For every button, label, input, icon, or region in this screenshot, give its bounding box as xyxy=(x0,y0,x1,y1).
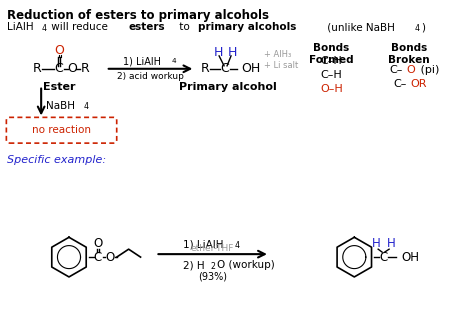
Text: C–: C– xyxy=(393,79,406,89)
Text: H: H xyxy=(228,46,237,59)
Text: Bonds
Broken: Bonds Broken xyxy=(388,43,430,65)
Text: LiAlH: LiAlH xyxy=(8,22,34,32)
Text: OH: OH xyxy=(241,62,260,75)
Text: 2) H: 2) H xyxy=(183,260,204,270)
Text: 2) acid workup: 2) acid workup xyxy=(117,72,184,81)
Text: 1) LiAlH: 1) LiAlH xyxy=(123,57,161,67)
Text: H: H xyxy=(213,46,223,59)
Text: Reduction of esters to primary alcohols: Reduction of esters to primary alcohols xyxy=(8,9,269,22)
Text: ): ) xyxy=(421,22,425,32)
Text: H: H xyxy=(387,237,395,250)
Text: C–: C– xyxy=(389,65,402,75)
Text: Specific example:: Specific example: xyxy=(8,155,107,165)
Text: ether-THF: ether-THF xyxy=(191,244,234,253)
Text: C: C xyxy=(94,251,102,264)
Text: NaBH: NaBH xyxy=(46,100,75,111)
Text: R: R xyxy=(33,62,42,75)
Text: Bonds
Formed: Bonds Formed xyxy=(309,43,354,65)
Text: 4: 4 xyxy=(42,24,46,33)
Text: O (workup): O (workup) xyxy=(217,260,275,270)
Text: 1) LiAlH: 1) LiAlH xyxy=(183,239,223,249)
Text: will reduce: will reduce xyxy=(48,22,111,32)
Text: C: C xyxy=(379,251,387,264)
Text: O: O xyxy=(67,62,77,75)
Text: no reaction: no reaction xyxy=(32,125,91,135)
Text: H: H xyxy=(372,237,381,250)
Text: + Li salt: + Li salt xyxy=(264,61,298,70)
Text: (pi): (pi) xyxy=(418,65,440,75)
Text: C–H: C–H xyxy=(320,70,342,80)
Text: esters: esters xyxy=(129,22,165,32)
Text: R: R xyxy=(201,62,210,75)
Text: Ester: Ester xyxy=(43,82,75,92)
Text: C: C xyxy=(221,62,229,75)
Text: OR: OR xyxy=(410,79,427,89)
Text: Primary alcohol: Primary alcohol xyxy=(179,82,277,92)
Text: O: O xyxy=(105,251,114,264)
Text: 2: 2 xyxy=(210,262,216,271)
Text: C–H: C–H xyxy=(320,56,342,66)
Text: 4: 4 xyxy=(83,102,88,111)
Text: R: R xyxy=(81,62,89,75)
Text: C: C xyxy=(55,62,64,75)
Text: 4: 4 xyxy=(172,58,176,64)
Text: O: O xyxy=(93,237,102,250)
Text: O: O xyxy=(54,45,64,57)
Text: (93%): (93%) xyxy=(198,272,227,282)
Text: + AlH₃: + AlH₃ xyxy=(264,51,291,59)
Text: 4: 4 xyxy=(235,241,240,250)
Text: to: to xyxy=(176,22,193,32)
Text: (unlike NaBH: (unlike NaBH xyxy=(324,22,395,32)
Text: primary alcohols: primary alcohols xyxy=(198,22,296,32)
Text: O–H: O–H xyxy=(320,84,343,94)
Text: OH: OH xyxy=(401,251,419,264)
Text: O: O xyxy=(406,65,415,75)
Text: 4: 4 xyxy=(415,24,420,33)
